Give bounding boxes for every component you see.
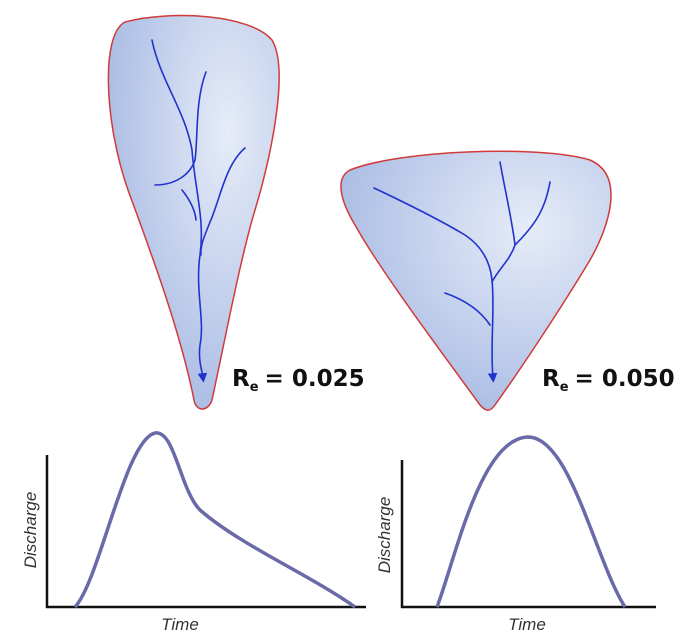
basin-elongated: Re = 0.025 — [107, 14, 365, 410]
x-axis-label: Time — [508, 615, 546, 634]
basin-compact: Re = 0.050 — [340, 150, 675, 411]
river — [444, 292, 491, 326]
hydrograph-curve — [435, 435, 627, 608]
river — [200, 147, 246, 256]
hydrograph: Discharge Time — [375, 435, 656, 634]
symbol: R — [542, 366, 560, 392]
form-factor-label: Re = 0.025 — [232, 366, 365, 395]
form-factor-label: Re = 0.050 — [542, 366, 675, 395]
river — [154, 71, 207, 186]
y-axis-label: Discharge — [21, 492, 40, 569]
y-axis-label: Discharge — [375, 497, 394, 574]
hydrograph-curve — [73, 431, 357, 609]
river — [181, 189, 197, 221]
value: = 0.050 — [575, 366, 675, 392]
basin-outline — [340, 150, 612, 411]
symbol: R — [232, 366, 250, 392]
x-axis-label: Time — [161, 615, 199, 634]
river — [514, 181, 551, 246]
hydrograph: Discharge Time — [21, 431, 366, 634]
river — [373, 187, 498, 383]
subscript: e — [250, 380, 259, 395]
value: = 0.025 — [265, 366, 365, 392]
subscript: e — [560, 380, 569, 395]
